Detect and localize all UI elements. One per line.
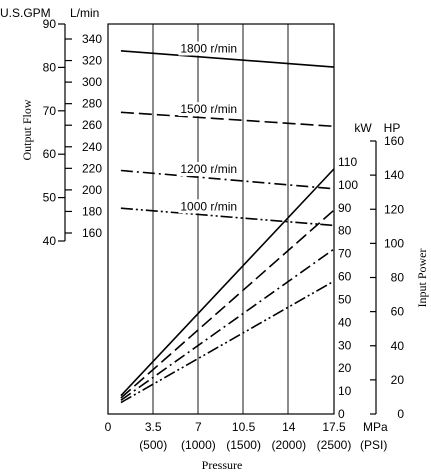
- kw-tick-label: 100: [338, 178, 358, 192]
- hp-tick-label: 120: [384, 202, 404, 216]
- x-tick-label: 7: [195, 420, 202, 434]
- x-tick-psi-label: (500): [139, 438, 167, 452]
- kw-tick-label: 90: [338, 201, 352, 215]
- lmin-tick-label: 200: [82, 183, 102, 197]
- flow-series-label-bg: [178, 41, 240, 56]
- kw-tick-label: 10: [338, 384, 352, 398]
- flow-series-label: 1000 r/min: [180, 199, 237, 213]
- x-tick-label: 10.5: [232, 420, 256, 434]
- power-line: [120, 280, 335, 404]
- lmin-tick-label: 240: [82, 140, 102, 154]
- kw-tick-label: 40: [338, 315, 352, 329]
- x-tick-psi-label: (1500): [226, 438, 261, 452]
- kw-tick-label: 110: [338, 155, 357, 169]
- gpm-tick-label: 80: [43, 60, 57, 74]
- power-line: [120, 209, 335, 399]
- x-tick-label: 17.5: [322, 420, 346, 434]
- gpm-tick-label: 70: [43, 104, 57, 118]
- lmin-tick-label: 180: [82, 204, 102, 218]
- flow-line: [120, 207, 335, 227]
- series-layer: [120, 50, 335, 404]
- lmin-tick-label: 300: [82, 75, 102, 89]
- x-tick-psi-label: (2000): [271, 438, 306, 452]
- gpm-tick-label: 40: [43, 234, 57, 248]
- flow-series-label: 1500 r/min: [180, 102, 237, 116]
- series-label-layer: 1800 r/min 1500 r/min 1200 r/min 1000 r/min: [178, 41, 240, 214]
- lmin-tick-label: 340: [82, 32, 102, 46]
- lmin-tick-label: 220: [82, 161, 102, 175]
- x-axis-title: Pressure: [202, 458, 243, 472]
- x-tick-label: 0: [105, 420, 112, 434]
- hp-tick-label: 80: [391, 271, 405, 285]
- flow-series-label: 1800 r/min: [180, 42, 237, 56]
- right-axis-title: Input Power: [415, 249, 429, 308]
- hp-tick-label: 160: [384, 134, 404, 148]
- hp-tick-label: 60: [391, 305, 405, 319]
- tick-layer: 0 3.5 7 10.5 14 17.5 (500) (1000) (1500) (2000) (2…: [43, 17, 405, 452]
- left-axis-title: Output Flow: [20, 99, 34, 160]
- x-tick-psi-label: (2500): [317, 438, 352, 452]
- kw-tick-label: 30: [338, 338, 352, 352]
- plot-area-border: [107, 23, 335, 415]
- kw-tick-label: 20: [338, 361, 352, 375]
- lmin-tick-label: 320: [82, 54, 102, 68]
- flow-series-label: 1200 r/min: [180, 162, 237, 176]
- kw-tick-label: 80: [338, 224, 352, 238]
- x-tick-label: 3.5: [145, 420, 162, 434]
- chart-frame: [64, 23, 377, 415]
- hp-tick-label: 0: [397, 407, 404, 421]
- axis-text: U.S.GPM L/min Output Flow kW HP Input Po…: [0, 6, 429, 472]
- kw-unit-label: kW: [354, 121, 372, 135]
- flow-line: [120, 50, 335, 68]
- kw-tick-label: 50: [338, 292, 352, 306]
- x-tick-label: 14: [282, 420, 296, 434]
- x-tick-psi-label: (1000): [181, 438, 216, 452]
- kw-tick-label: 70: [338, 247, 352, 261]
- lmin-tick-label: 260: [82, 118, 102, 132]
- lmin-unit-label: L/min: [70, 6, 99, 20]
- hp-tick-label: 20: [391, 373, 405, 387]
- x-unit-psi: (PSI): [360, 438, 387, 452]
- flow-series-label-bg: [178, 102, 240, 117]
- hp-unit-label: HP: [384, 121, 401, 135]
- flow-line: [120, 169, 335, 190]
- flow-series-label-bg: [178, 162, 240, 177]
- lmin-tick-label: 280: [82, 97, 102, 111]
- hp-tick-label: 40: [391, 339, 405, 353]
- kw-tick-label: 0: [338, 407, 345, 421]
- x-unit-mpa: MPa: [363, 420, 388, 434]
- kw-tick-label: 60: [338, 270, 352, 284]
- lmin-tick-label: 160: [82, 226, 102, 240]
- gpm-tick-label: 60: [43, 147, 57, 161]
- gpm-tick-label: 50: [43, 191, 57, 205]
- gpm-tick-label: 90: [43, 17, 57, 31]
- power-line: [120, 168, 335, 397]
- hp-tick-label: 100: [384, 236, 404, 250]
- flow-series-label-bg: [178, 199, 240, 214]
- gpm-unit-label: U.S.GPM: [0, 6, 51, 20]
- hp-tick-label: 140: [384, 168, 404, 182]
